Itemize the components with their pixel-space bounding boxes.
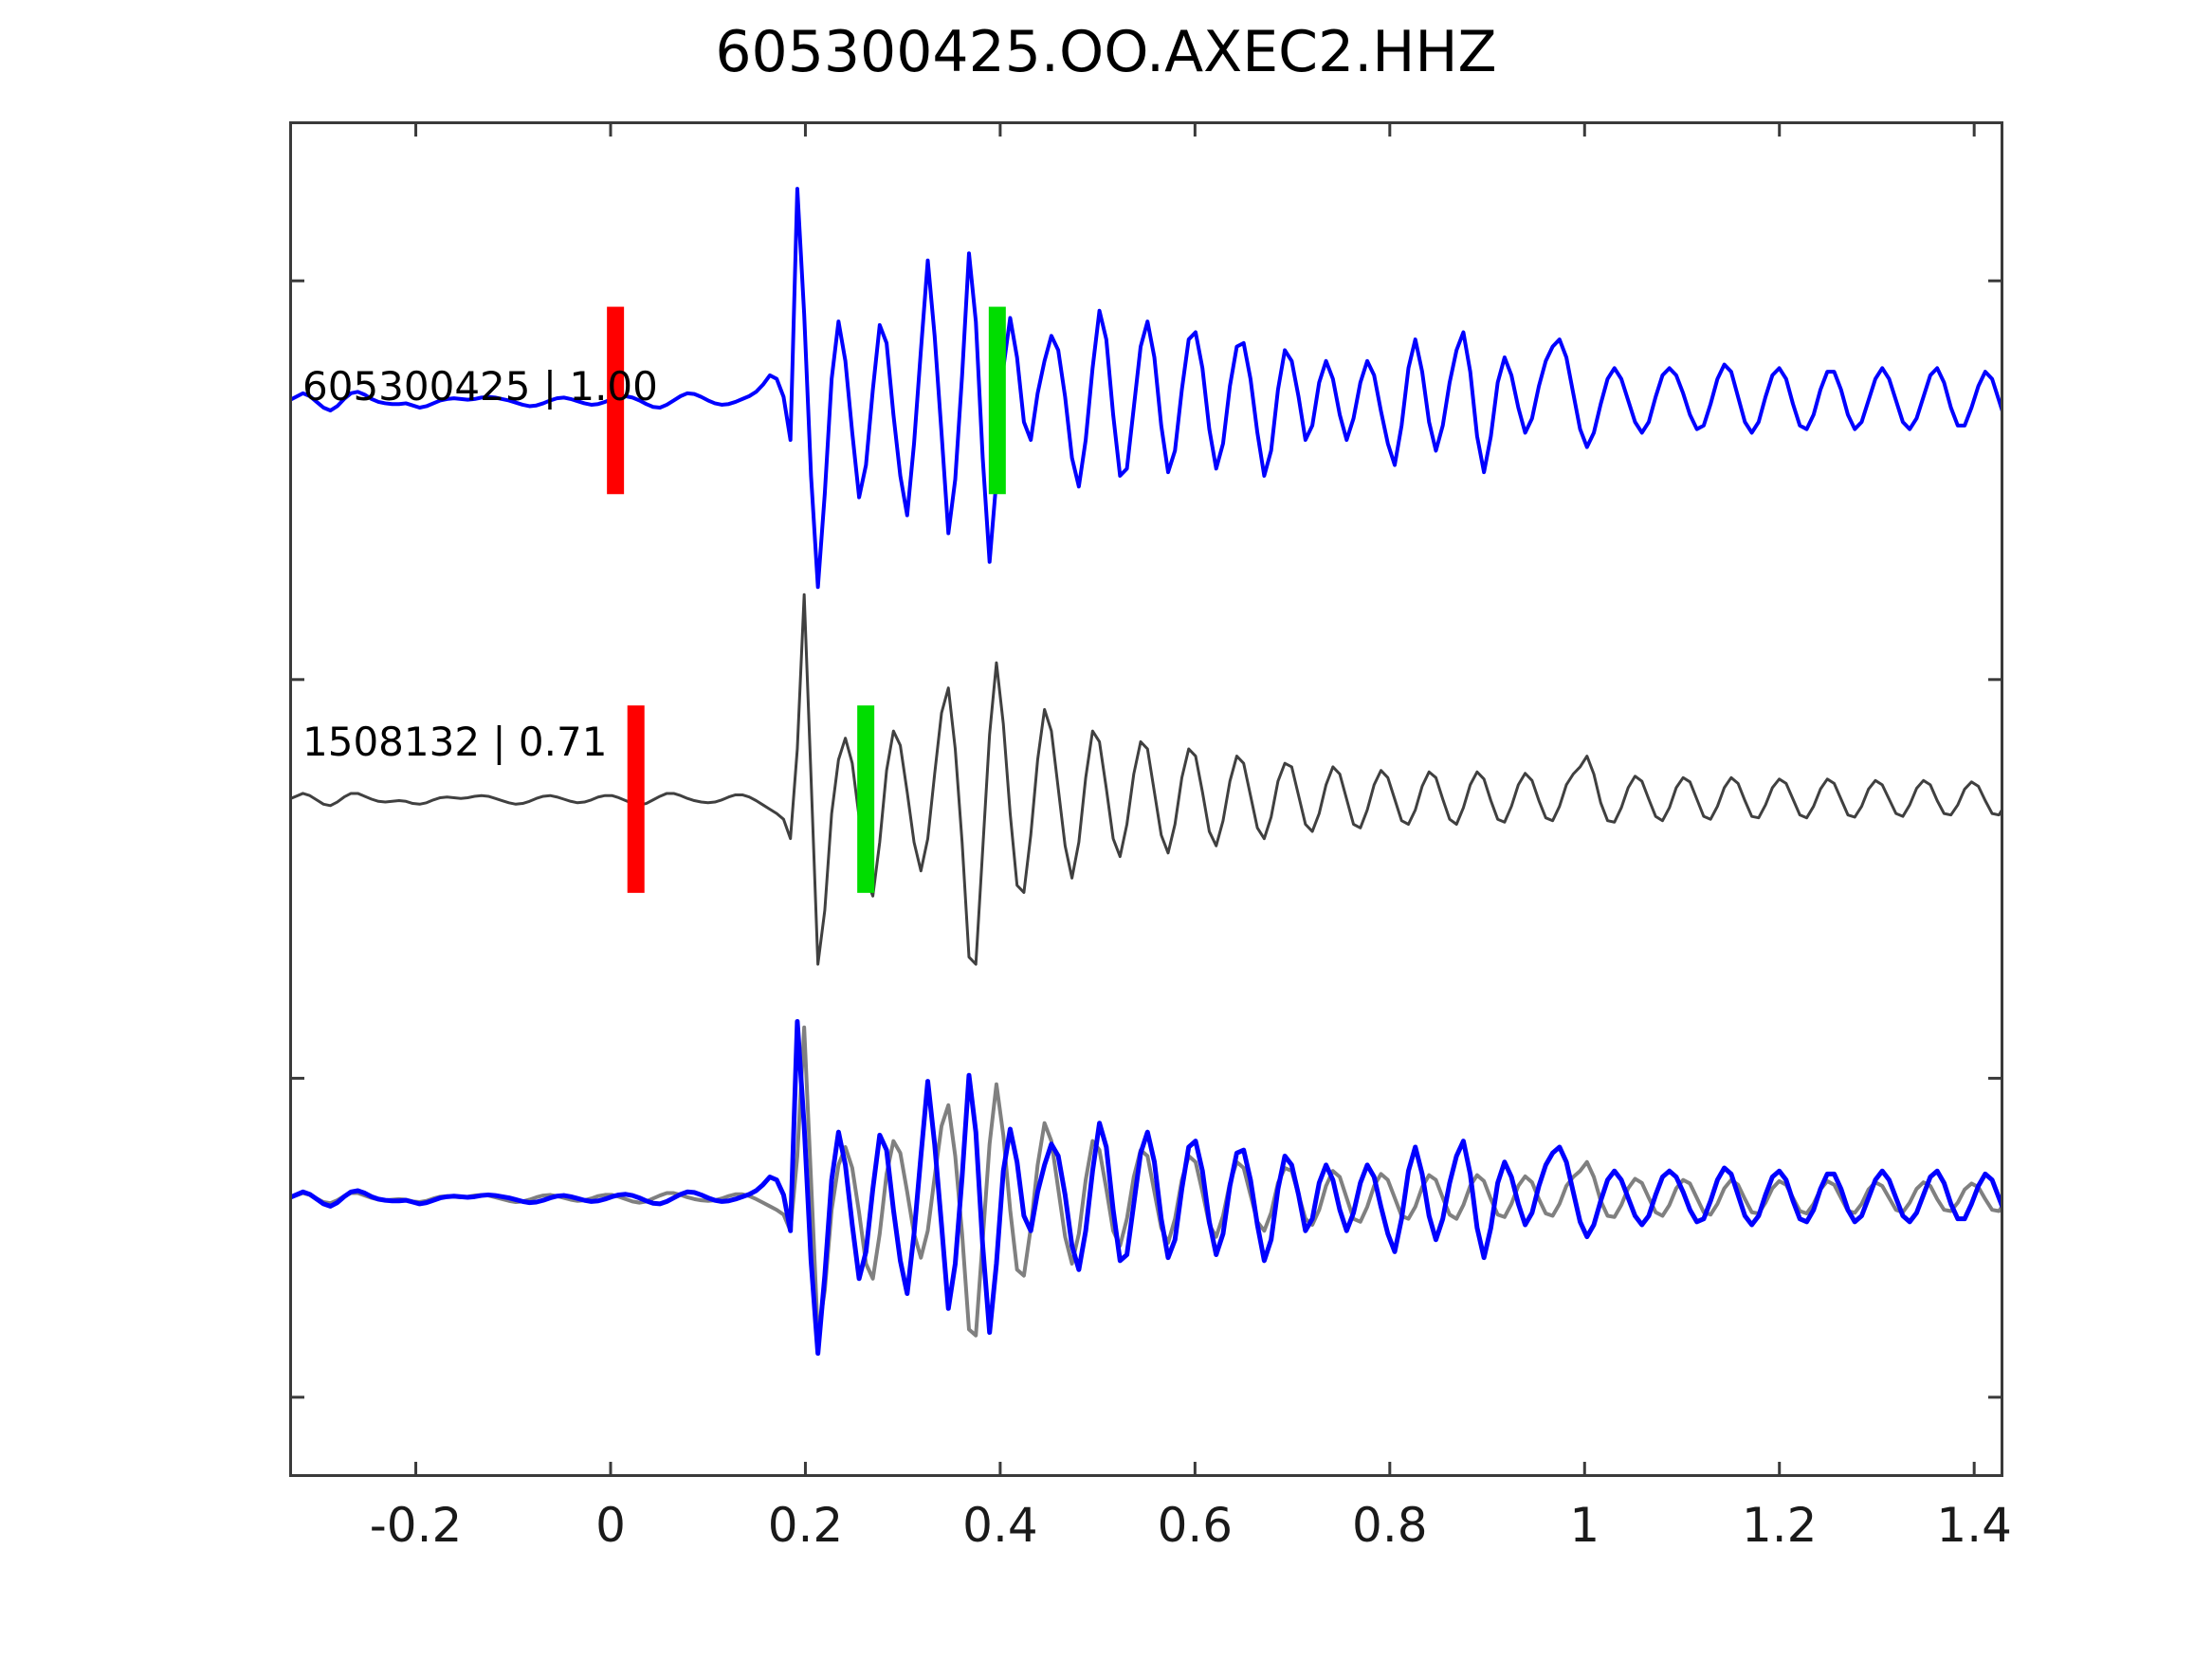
plot-axes: 605300425 | 1.00 1508132 | 0.71 <box>289 121 2003 1477</box>
x-tick-label: 1.2 <box>1741 1498 1818 1553</box>
x-tick-label: 0.4 <box>962 1498 1038 1553</box>
pick-markers <box>607 306 1006 893</box>
waveform-traces <box>289 187 2003 1357</box>
x-axis-tick-labels: -0.2 0 0.2 0.4 0.6 0.8 1 1.2 1.4 <box>289 1498 2012 1564</box>
page-title: 605300425.OO.AXEC2.HHZ <box>715 19 1497 85</box>
trace-label-template: 605300425 | 1.00 <box>302 363 658 410</box>
trace-label-detection: 1508132 | 0.71 <box>302 719 608 765</box>
x-tick-label: 0.8 <box>1352 1498 1428 1553</box>
x-tick-label: 0.2 <box>767 1498 844 1553</box>
waveform-canvas <box>289 121 2003 1477</box>
x-tick-label: 1.4 <box>1936 1498 2012 1553</box>
x-tick-label: 1 <box>1569 1498 1600 1553</box>
x-tick-label: -0.2 <box>369 1498 463 1553</box>
x-tick-label: 0.6 <box>1157 1498 1234 1553</box>
x-tick-label: 0 <box>595 1498 626 1553</box>
